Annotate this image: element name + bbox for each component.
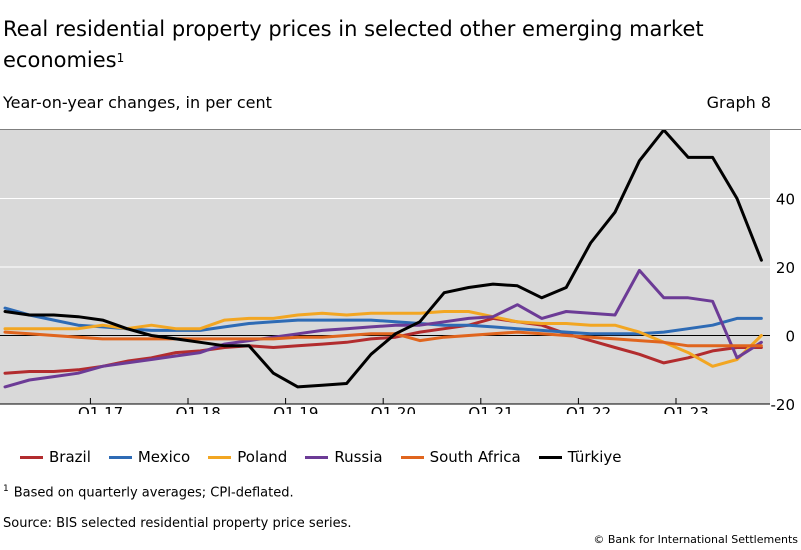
legend-swatch (208, 455, 232, 459)
legend-item: Russia (305, 448, 383, 466)
legend-label: Türkiye (567, 448, 622, 466)
x-tick-label: Q1 20 (371, 404, 416, 414)
footnote-mark: 1 (3, 484, 9, 494)
legend-label: Poland (237, 448, 288, 466)
legend-swatch (20, 455, 43, 459)
source-note: Source: BIS selected residential propert… (3, 516, 352, 531)
y-tick-label: -20 (771, 396, 796, 414)
series-line-t-rkiye (3, 130, 763, 389)
x-tick-label: Q1 23 (664, 404, 709, 414)
legend-item: Poland (208, 448, 287, 466)
chart-title: Real residential property prices in sele… (3, 17, 704, 72)
series-line-poland (3, 310, 763, 368)
x-tick-label: Q1 19 (273, 404, 318, 414)
y-tick-label: 20 (776, 259, 795, 277)
legend-label: South Africa (429, 448, 521, 466)
series-line-brazil (3, 316, 763, 375)
legend-label: Mexico (137, 448, 191, 466)
y-tick-label: 0 (785, 328, 795, 346)
line-chart: -20 0 20 40 Q1 17 Q1 18 Q1 19 Q1 20 Q1 21 Q1 22 Q1… (0, 130, 796, 414)
legend-label: Brazil (49, 448, 91, 466)
graph-number: Graph 8 (706, 93, 771, 112)
legend-item: Mexico (108, 448, 191, 466)
x-tick-label: Q1 21 (468, 404, 513, 414)
x-tick-label: Q1 17 (78, 404, 123, 414)
legend-swatch (305, 455, 329, 459)
legend-label: Russia (334, 448, 383, 466)
x-tick-label: Q1 18 (176, 404, 221, 414)
legend-swatch (538, 455, 562, 459)
chart-subtitle: Year-on-year changes, in per cent (3, 93, 272, 112)
y-tick-label: 40 (776, 191, 795, 209)
chart-legend: Brazil Mexico Poland Russia South Africa Türk… (20, 446, 639, 468)
x-tick-label: Q1 22 (566, 404, 611, 414)
legend-swatch (108, 455, 132, 459)
series-line-russia (3, 268, 763, 389)
legend-item: Türkiye (538, 448, 622, 466)
title-footnote-mark: 1 (116, 51, 125, 65)
legend-item: South Africa (400, 448, 521, 466)
footnote: 1 Based on quarterly averages; CPI-deflat… (3, 484, 294, 501)
copyright: © Bank for International Settlements (593, 533, 798, 546)
legend-swatch (400, 455, 424, 459)
legend-item: Brazil (20, 448, 91, 466)
series-line-south-africa (3, 330, 763, 348)
top-divider (0, 129, 801, 130)
